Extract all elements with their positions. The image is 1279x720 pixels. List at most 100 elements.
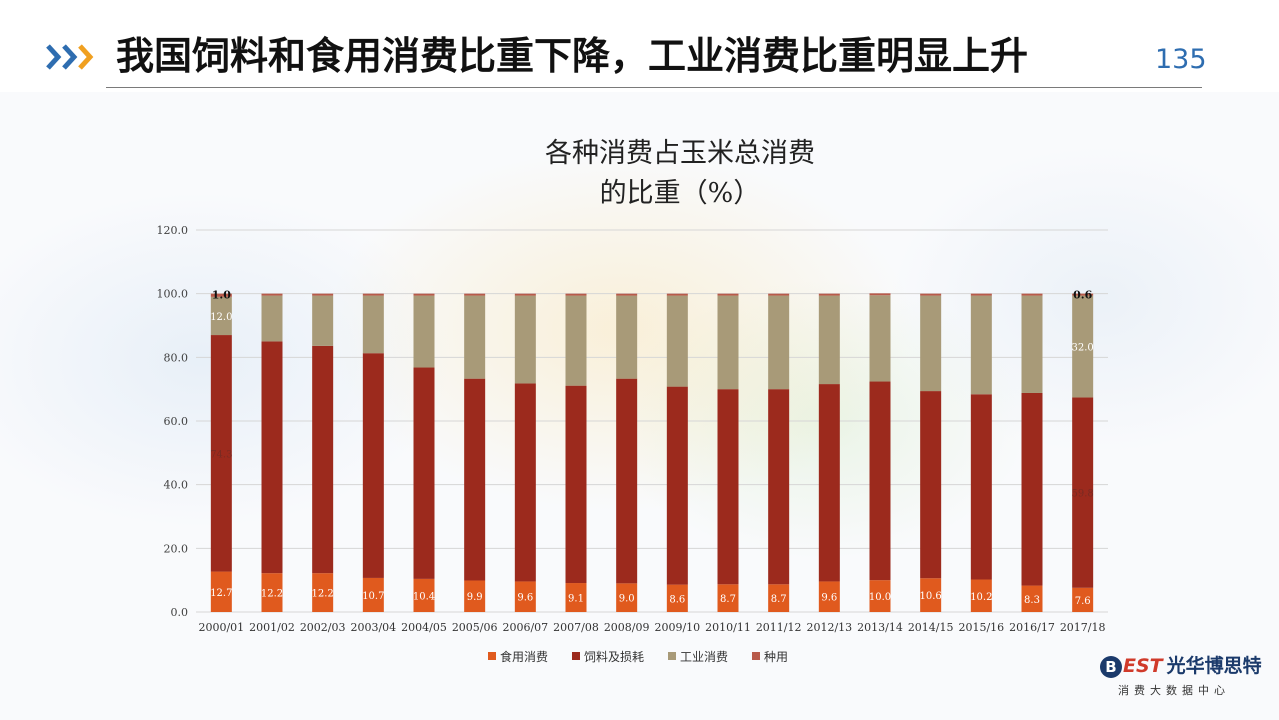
bar-segment bbox=[1072, 295, 1094, 398]
bar-segment bbox=[717, 389, 739, 585]
x-tick-label: 2013/14 bbox=[857, 621, 903, 634]
bar-segment bbox=[1021, 293, 1043, 296]
data-label-feed-first: 74.3 bbox=[210, 449, 232, 460]
logo-letters: EST bbox=[1123, 655, 1163, 677]
bar-segment bbox=[362, 293, 384, 296]
bar-segment bbox=[261, 573, 283, 612]
data-label-food: 12.2 bbox=[312, 589, 334, 600]
bar-segment bbox=[312, 573, 334, 612]
bar-segment bbox=[818, 293, 840, 296]
x-tick-label: 2007/08 bbox=[553, 621, 599, 634]
bar-segment bbox=[768, 584, 790, 612]
slide-header bbox=[0, 0, 1279, 92]
bar-segment bbox=[565, 583, 587, 612]
triple-chevron-icon bbox=[46, 44, 94, 70]
company-logo: B EST 光华博思特 消费大数据中心 bbox=[1100, 652, 1270, 702]
bar-segment bbox=[920, 295, 942, 392]
bar-segment bbox=[210, 571, 232, 612]
data-label-food: 10.6 bbox=[920, 591, 942, 602]
x-tick-label: 2017/18 bbox=[1060, 621, 1106, 634]
bar-segment bbox=[261, 293, 283, 296]
data-label-food: 8.7 bbox=[720, 594, 736, 605]
legend-label: 种用 bbox=[764, 650, 788, 664]
bar-segment bbox=[514, 383, 536, 582]
x-tick-label: 2008/09 bbox=[604, 621, 650, 634]
x-tick-label: 2001/02 bbox=[249, 621, 295, 634]
bar-segment bbox=[464, 295, 486, 379]
legend-label: 工业消费 bbox=[680, 650, 728, 664]
x-tick-label: 2016/17 bbox=[1009, 621, 1055, 634]
bar-segment bbox=[920, 293, 942, 296]
bar-segment bbox=[210, 335, 232, 572]
legend-swatch bbox=[572, 652, 580, 660]
x-tick-label: 2005/06 bbox=[452, 621, 498, 634]
bar-segment bbox=[1021, 392, 1043, 586]
legend-swatch bbox=[752, 652, 760, 660]
logo-wordmark: B EST 光华博思特 bbox=[1100, 652, 1262, 680]
bar-segment bbox=[920, 391, 942, 579]
bar-segment bbox=[565, 295, 587, 386]
bar-segment bbox=[261, 295, 283, 342]
legend-swatch bbox=[668, 652, 676, 660]
bar-segment bbox=[818, 295, 840, 385]
bar-segment bbox=[616, 583, 638, 612]
bar-segment bbox=[1072, 397, 1094, 588]
bar-segment bbox=[970, 394, 992, 580]
data-label-feed-last: 59.8 bbox=[1072, 489, 1094, 500]
x-tick-label: 2003/04 bbox=[350, 621, 396, 634]
data-label-food: 10.2 bbox=[970, 592, 992, 603]
bar-segment bbox=[818, 384, 840, 582]
y-tick-label: 100.0 bbox=[157, 288, 189, 301]
data-label-food: 10.7 bbox=[362, 591, 384, 602]
y-tick-label: 0.0 bbox=[171, 606, 189, 619]
bar-segment bbox=[869, 293, 891, 296]
bar-segment bbox=[869, 295, 891, 382]
bar-segment bbox=[565, 293, 587, 296]
data-label-food: 7.6 bbox=[1075, 596, 1091, 607]
bar-segment bbox=[920, 578, 942, 612]
data-label-food: 10.4 bbox=[413, 591, 435, 602]
logo-badge: B bbox=[1100, 655, 1122, 678]
bar-segment bbox=[464, 580, 486, 612]
data-label-seed-first: 1.0 bbox=[212, 289, 231, 302]
bar-segment bbox=[312, 295, 334, 346]
bar-segment bbox=[514, 293, 536, 296]
data-label-industrial-first: 12.0 bbox=[210, 312, 232, 323]
data-label-seed-last: 0.6 bbox=[1073, 289, 1092, 302]
bar-segment bbox=[666, 386, 688, 585]
bar-segment bbox=[312, 293, 334, 296]
bar-segment bbox=[666, 584, 688, 612]
data-label-food: 9.1 bbox=[568, 594, 584, 605]
bar-segment bbox=[970, 579, 992, 612]
chart-title-line-1: 各种消费占玉米总消费 bbox=[545, 138, 815, 169]
bar-segment bbox=[362, 353, 384, 578]
data-label-food: 12.7 bbox=[210, 588, 232, 599]
x-tick-label: 2011/12 bbox=[756, 621, 802, 634]
bar-segment bbox=[210, 293, 232, 297]
bar-segment bbox=[768, 293, 790, 296]
logo-tagline: 消费大数据中心 bbox=[1118, 684, 1230, 697]
data-label-food: 9.6 bbox=[517, 593, 533, 604]
data-label-food: 10.0 bbox=[869, 592, 891, 603]
bar-segment bbox=[768, 389, 790, 585]
bar-segment bbox=[464, 293, 486, 296]
bar-segment bbox=[717, 295, 739, 390]
data-label-food: 12.2 bbox=[261, 589, 283, 600]
slide-title: 我国饲料和食用消费比重下降，工业消费比重明显上升 bbox=[116, 34, 1029, 78]
x-tick-label: 2014/15 bbox=[908, 621, 954, 634]
legend-label: 食用消费 bbox=[500, 649, 548, 664]
bar-segment bbox=[616, 295, 638, 379]
x-tick-label: 2015/16 bbox=[958, 621, 1004, 634]
bar-segment bbox=[717, 584, 739, 612]
x-tick-label: 2004/05 bbox=[401, 621, 447, 634]
bar-segment bbox=[413, 578, 435, 612]
legend-label: 饲料及损耗 bbox=[584, 650, 644, 664]
bar-segment bbox=[666, 293, 688, 296]
data-label-food: 9.0 bbox=[619, 594, 635, 605]
bar-segment bbox=[666, 295, 688, 387]
x-tick-label: 2009/10 bbox=[654, 621, 700, 634]
bar-segment bbox=[565, 385, 587, 584]
bar-segment bbox=[1072, 293, 1094, 296]
page-number: 135 bbox=[1155, 44, 1207, 75]
